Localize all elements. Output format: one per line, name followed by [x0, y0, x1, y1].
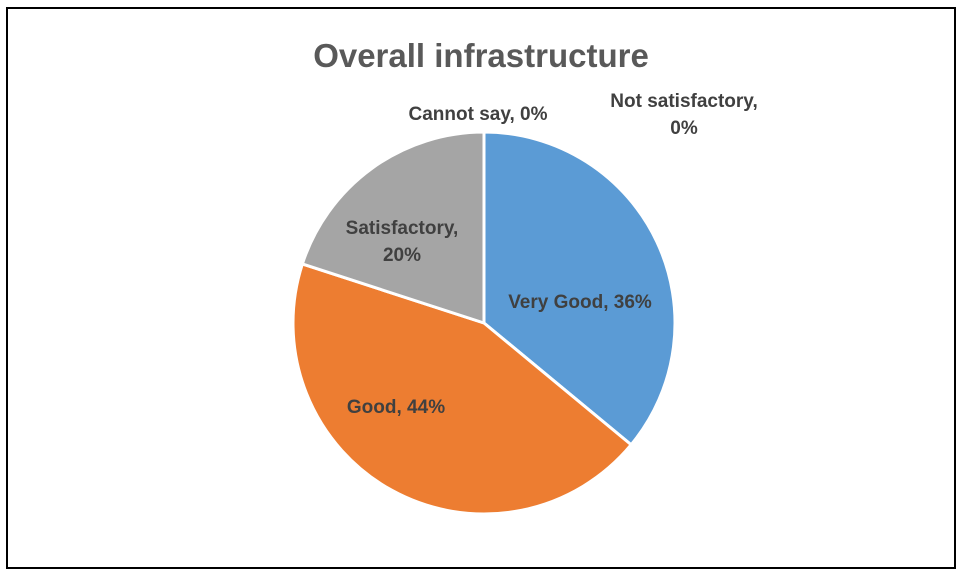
pie-labels: Very Good, 36% Good, 44% Satisfactory, 20% C… [346, 91, 758, 418]
data-label-line: Not satisfactory, [610, 91, 757, 112]
data-label-line: 0% [670, 118, 698, 139]
data-label-line: Good, 44% [347, 397, 445, 418]
data-label-satisfactory: Satisfactory, 20% [346, 218, 459, 266]
data-label-line: Satisfactory, [346, 218, 459, 239]
data-label-line: 20% [383, 245, 421, 266]
pie-slice-good [291, 262, 633, 516]
data-label-cannot-say: Cannot say, 0% [408, 104, 547, 125]
pie-slice-satisfactory [300, 130, 486, 325]
pie-slices [291, 130, 677, 516]
data-label-good: Good, 44% [347, 397, 445, 418]
chart-title: Overall infrastructure [313, 37, 649, 74]
data-label-line: Cannot say, 0% [408, 104, 547, 125]
data-label-not-satisfactory: Not satisfactory, 0% [610, 91, 757, 139]
pie-slice-very-good [482, 130, 677, 447]
data-label-line: Very Good, 36% [508, 292, 652, 313]
data-label-very-good: Very Good, 36% [508, 292, 652, 313]
